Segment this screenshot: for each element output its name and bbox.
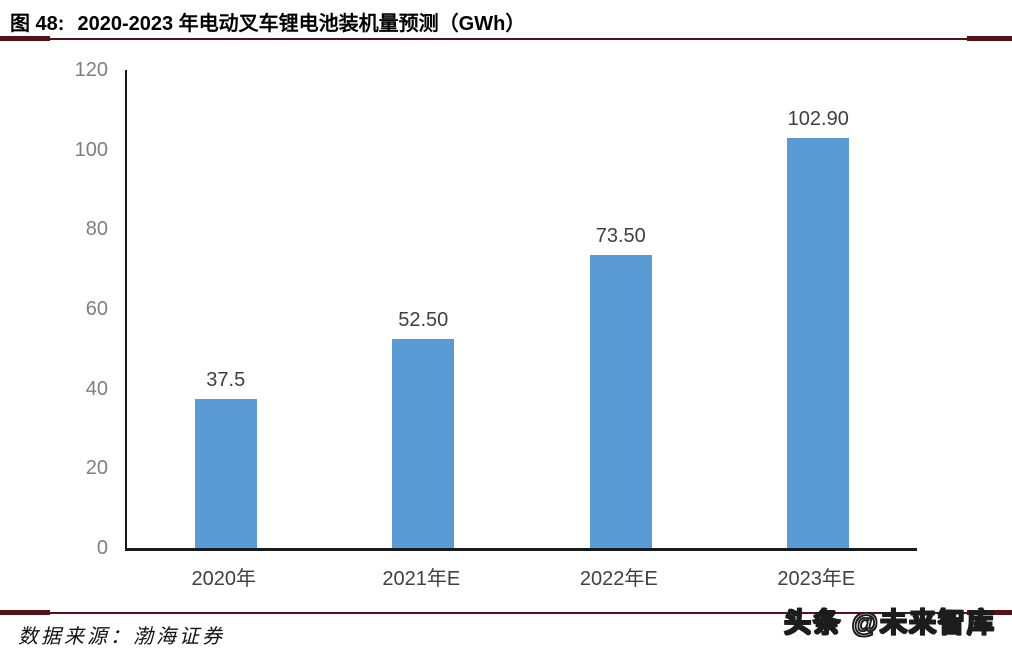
- bar-2022年E: [589, 255, 652, 548]
- bar-value-label: 52.50: [398, 308, 449, 331]
- bar-value-label: 73.50: [595, 225, 646, 248]
- rule-thin: [50, 611, 967, 614]
- bottom-divider-rule: [0, 610, 1012, 615]
- y-tick-label: 80: [85, 218, 108, 241]
- bar-slot: 73.50: [522, 70, 720, 548]
- plot-area: 37.5 52.50 73.50 102.90: [125, 70, 917, 551]
- bar-2020年: [194, 398, 257, 548]
- y-tick-label: 120: [74, 59, 108, 81]
- bar-value-label: 37.5: [206, 368, 246, 391]
- y-tick-label: 0: [96, 537, 108, 559]
- bar-slot: 102.90: [720, 70, 918, 548]
- rule-thin: [50, 37, 967, 40]
- rule-thick-right: [967, 610, 1012, 615]
- toutiao-watermark: 头条 @未来智库: [783, 607, 996, 639]
- figure-title-row: 图 48: 2020-2023 年电动叉车锂电池装机量预测（GWh）: [10, 7, 1002, 36]
- rule-thick-left: [0, 36, 50, 41]
- x-axis-ticks: 2020年 2021年E 2022年E 2023年E: [125, 562, 915, 591]
- rule-thick-right: [967, 36, 1012, 41]
- bar-slot: 37.5: [127, 70, 325, 548]
- rule-thick-left: [0, 610, 50, 615]
- bar-2021年E: [392, 338, 455, 548]
- y-tick-label: 100: [74, 138, 108, 161]
- y-tick-label: 20: [85, 457, 108, 480]
- bar-2023年E: [787, 138, 850, 548]
- x-tick-label: 2020年: [191, 568, 257, 590]
- top-divider-rule: [0, 36, 1012, 41]
- x-tick-label: 2023年E: [777, 568, 856, 590]
- figure-title: 2020-2023 年电动叉车锂电池装机量预测（GWh）: [77, 13, 526, 35]
- x-tick-label: 2022年E: [579, 568, 658, 590]
- figure-number-label: 图 48:: [10, 13, 65, 35]
- bar-value-label: 102.90: [787, 108, 849, 131]
- y-axis-ticks: 0 20 40 60 80 100 120: [0, 60, 108, 558]
- bar-slot: 52.50: [325, 70, 523, 548]
- x-tick-label: 2021年E: [382, 568, 461, 590]
- data-source-label: 数据来源：渤海证券: [18, 626, 225, 648]
- y-tick-label: 40: [85, 377, 108, 400]
- y-tick-label: 60: [85, 298, 108, 320]
